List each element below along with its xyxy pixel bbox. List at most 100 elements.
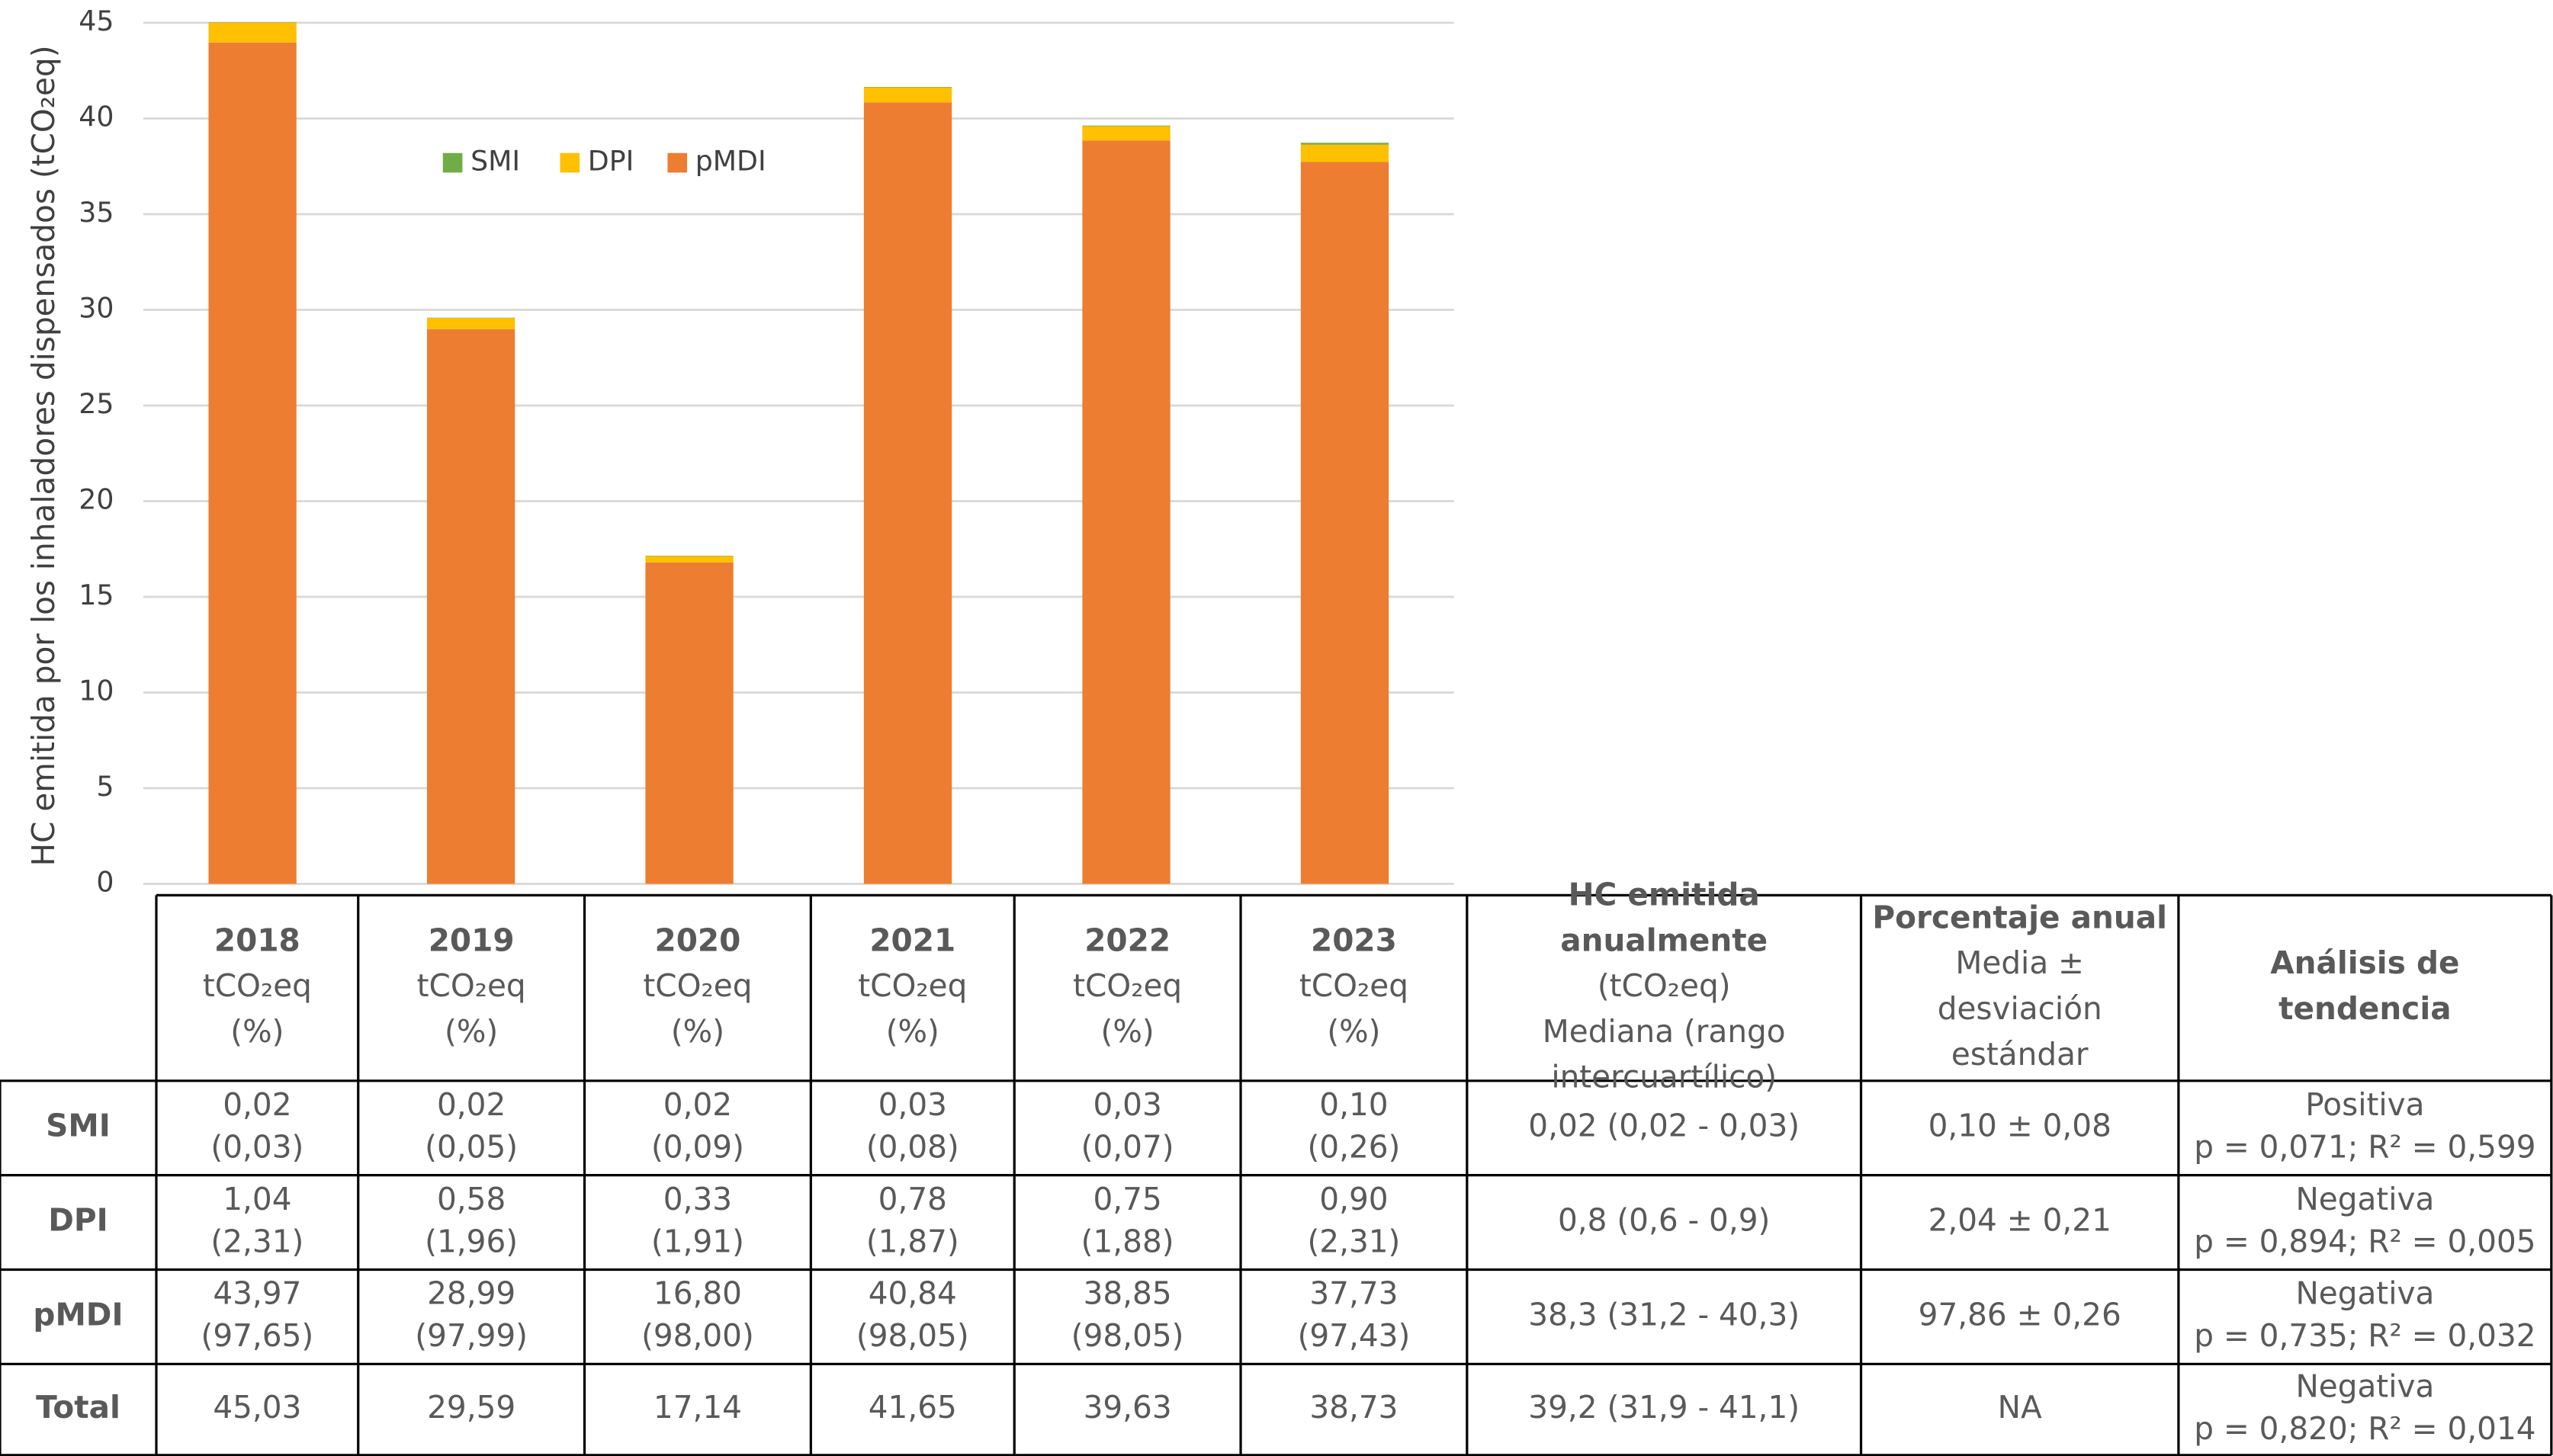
table-cell: 0,02 [663, 1086, 732, 1123]
table-cell: 0,02 [437, 1086, 506, 1123]
bar-segment [863, 87, 952, 88]
column-subheader: tCO₂eq [858, 967, 967, 1004]
table-cell: 0,02 (0,02 - 0,03) [1528, 1108, 1800, 1144]
table-cell: (1,87) [866, 1223, 959, 1259]
y-tick-label: 35 [79, 196, 114, 229]
y-tick-label: 5 [96, 770, 114, 803]
y-tick-label: 0 [96, 865, 114, 898]
table-cell: 38,73 [1309, 1389, 1398, 1426]
bar-segment [863, 102, 952, 884]
legend-label: SMI [470, 145, 520, 178]
legend-swatch [667, 152, 688, 173]
y-tick-label: 25 [79, 387, 114, 420]
table-cell: 17,14 [654, 1389, 742, 1426]
table-cell: (0,26) [1307, 1128, 1400, 1165]
table-cell: (98,00) [641, 1317, 754, 1354]
column-subheader: (%) [445, 1013, 498, 1050]
legend-swatch [442, 152, 463, 173]
bar-segment [1300, 162, 1389, 884]
table-cell: 0,75 [1093, 1181, 1161, 1217]
table-cell: 29,59 [427, 1389, 515, 1426]
table-cell: (0,09) [651, 1128, 744, 1165]
bar-segment [426, 329, 515, 884]
table-cell: p = 0,894; R² = 0,005 [2194, 1223, 2535, 1259]
column-header: 2018 [214, 922, 300, 958]
column-subheader: Media ± [1955, 944, 2084, 981]
table-cell: 0,03 [878, 1086, 947, 1123]
table-cell: 39,2 (31,9 - 41,1) [1528, 1389, 1800, 1426]
table-cell: (0,07) [1081, 1128, 1174, 1165]
bar-segment [1300, 143, 1389, 145]
row-header: pMDI [33, 1296, 123, 1333]
column-header: Análisis de [2270, 944, 2459, 981]
row-header: SMI [46, 1108, 111, 1144]
column-subheader: (%) [1101, 1013, 1154, 1050]
bar-segment [1082, 126, 1171, 141]
bar-segment [1082, 140, 1171, 884]
table-cell: (98,05) [1071, 1317, 1184, 1354]
table-cell: (97,65) [201, 1317, 314, 1354]
column-header: tendencia [2278, 990, 2451, 1027]
table-cell: (98,05) [856, 1317, 969, 1354]
bar-segment [208, 42, 297, 884]
column-subheader: tCO₂eq [203, 967, 312, 1004]
row-header: Total [36, 1389, 120, 1426]
table-cell: 1,04 [223, 1181, 291, 1217]
column-subheader: (%) [671, 1013, 724, 1050]
table-cell: (1,88) [1081, 1223, 1174, 1259]
table-cell: 0,10 [1319, 1086, 1388, 1123]
column-header: 2019 [429, 922, 515, 958]
table-cell: 0,10 ± 0,08 [1928, 1108, 2111, 1144]
legend-label: DPI [588, 145, 634, 178]
table-cell: p = 0,735; R² = 0,032 [2194, 1317, 2535, 1354]
y-tick-label: 20 [79, 483, 114, 515]
table-cell: 0,90 [1319, 1181, 1388, 1217]
table-cell: 41,65 [869, 1389, 957, 1426]
column-subheader: tCO₂eq [1073, 967, 1182, 1004]
table-cell: (2,31) [1307, 1223, 1400, 1259]
bar-segment [426, 317, 515, 319]
table-cell: (0,05) [425, 1128, 518, 1165]
y-tick-label: 30 [79, 291, 114, 324]
table-cell: NA [1998, 1389, 2042, 1426]
table-cell: 40,84 [869, 1275, 957, 1312]
row-header: DPI [48, 1202, 108, 1239]
table-cell: 38,3 (31,2 - 40,3) [1528, 1296, 1800, 1333]
table-cell: 38,85 [1084, 1275, 1172, 1312]
column-subheader: tCO₂eq [643, 967, 752, 1004]
column-subheader: (%) [886, 1013, 939, 1050]
column-header: Porcentaje anual [1872, 899, 2167, 935]
table-cell: Positiva [2305, 1086, 2424, 1123]
column-subheader: (%) [1327, 1013, 1380, 1050]
table-cell: 16,80 [654, 1275, 742, 1312]
column-header: anualmente [1560, 922, 1768, 958]
column-subheader: estándar [1951, 1036, 2089, 1073]
column-subheader: intercuartílico) [1551, 1059, 1777, 1095]
bar-segment [1082, 125, 1171, 127]
table-cell: (0,03) [210, 1128, 303, 1165]
table-cell: 37,73 [1309, 1275, 1398, 1312]
table-cell: 97,86 ± 0,26 [1919, 1296, 2121, 1333]
column-subheader: (tCO₂eq) [1598, 967, 1731, 1004]
column-subheader: Mediana (rango [1543, 1013, 1786, 1050]
table-cell: 39,63 [1084, 1389, 1172, 1426]
table-cell: 0,33 [663, 1181, 732, 1217]
bar-segment [863, 87, 952, 103]
column-subheader: desviación [1938, 990, 2102, 1027]
legend-label: pMDI [695, 145, 766, 178]
table-cell: Negativa [2295, 1368, 2434, 1404]
table-cell: p = 0,820; R² = 0,014 [2194, 1410, 2535, 1447]
table-cell: (1,96) [425, 1223, 518, 1259]
column-header: 2020 [655, 922, 741, 958]
column-subheader: tCO₂eq [417, 967, 526, 1004]
table-cell: 0,8 (0,6 - 0,9) [1558, 1202, 1770, 1239]
table-cell: (2,31) [210, 1223, 303, 1259]
bar-segment [645, 562, 734, 884]
column-header: HC emitida [1569, 877, 1760, 913]
legend-swatch [560, 152, 580, 173]
column-header: 2021 [869, 922, 955, 958]
y-tick-label: 40 [79, 100, 114, 133]
table-cell: (1,91) [651, 1223, 744, 1259]
table-cell: 0,78 [878, 1181, 947, 1217]
